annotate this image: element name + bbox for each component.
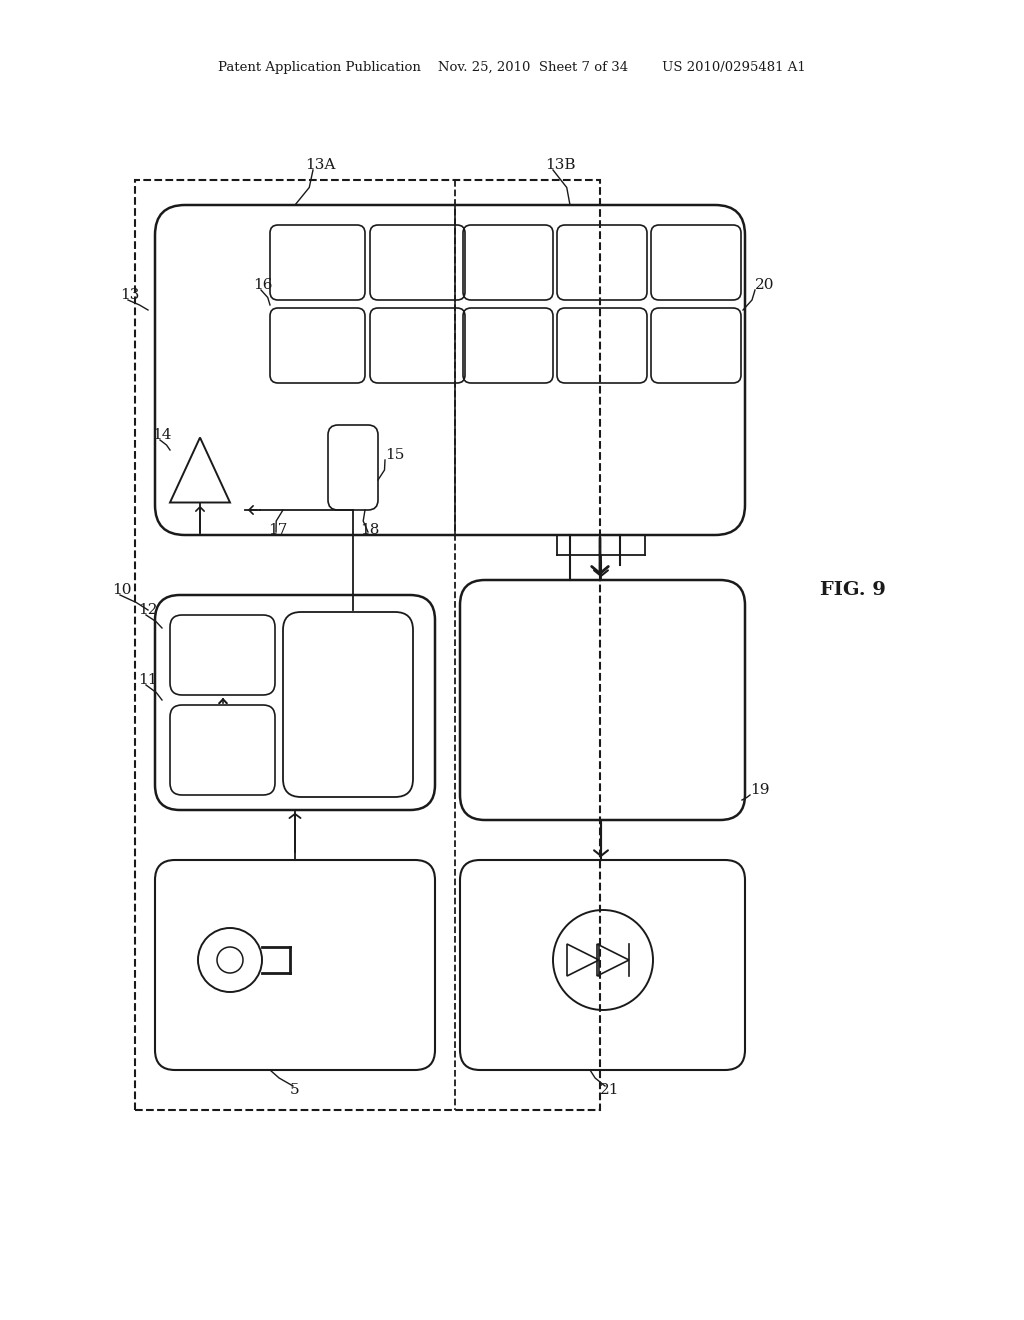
Text: 16: 16 bbox=[253, 279, 272, 292]
Text: 11: 11 bbox=[138, 673, 158, 686]
Text: 13B: 13B bbox=[545, 158, 575, 172]
Text: 10: 10 bbox=[112, 583, 131, 597]
Text: 14: 14 bbox=[152, 428, 171, 442]
Text: 12: 12 bbox=[138, 603, 158, 616]
Text: 15: 15 bbox=[385, 447, 404, 462]
Bar bbox=[135, 180, 600, 1110]
Text: 17: 17 bbox=[268, 523, 288, 537]
Text: 13: 13 bbox=[120, 288, 139, 302]
Text: 5: 5 bbox=[290, 1082, 300, 1097]
Text: 18: 18 bbox=[360, 523, 379, 537]
Text: FIG. 9: FIG. 9 bbox=[820, 581, 886, 599]
Text: 19: 19 bbox=[750, 783, 769, 797]
Text: 13A: 13A bbox=[305, 158, 336, 172]
Text: Patent Application Publication    Nov. 25, 2010  Sheet 7 of 34        US 2010/02: Patent Application Publication Nov. 25, … bbox=[218, 62, 806, 74]
Text: 21: 21 bbox=[600, 1082, 620, 1097]
Text: 20: 20 bbox=[755, 279, 774, 292]
